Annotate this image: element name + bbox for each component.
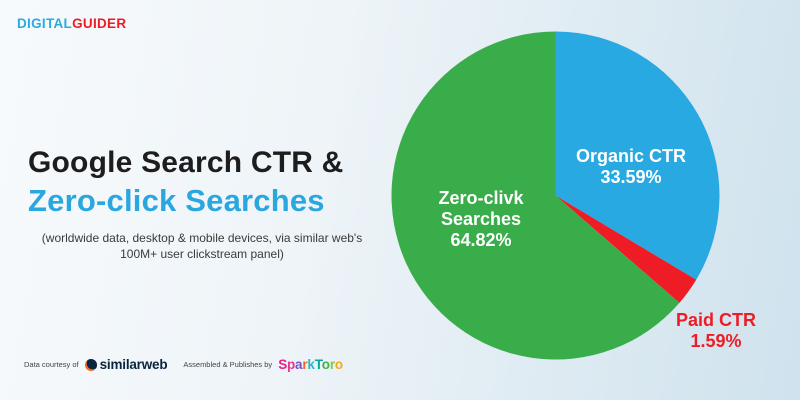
sparktoro-letter: a xyxy=(295,357,303,372)
logo-digital-text: DIGITAL xyxy=(17,16,73,31)
digitalguider-logo: DIGITALGUIDER xyxy=(17,16,126,31)
logo-guider-text: GUIDER xyxy=(72,16,127,31)
sparktoro-letter: p xyxy=(287,357,296,372)
pie-slice-paid-ctr xyxy=(555,195,697,303)
pie-slice-organic-ctr xyxy=(555,31,720,280)
page-title-line2: Zero-click Searches xyxy=(28,182,325,218)
sparktoro-letter: o xyxy=(334,357,343,372)
sparktoro-letter: r xyxy=(302,357,308,372)
sparktoro-letter: T xyxy=(314,357,322,372)
assembled-by-label: Assembled & Publishes by xyxy=(183,360,273,369)
similarweb-logo: similarweb xyxy=(84,357,168,372)
pie-label-organic-ctr: Organic CTR 33.59% xyxy=(575,146,686,187)
page-title-line1: Google Search CTR & xyxy=(28,146,344,179)
data-courtesy-label: Data courtesy of xyxy=(24,360,79,369)
similarweb-icon xyxy=(84,358,97,371)
sparktoro-letter: S xyxy=(278,357,287,372)
page-subtitle: (worldwide data, desktop & mobile device… xyxy=(41,230,363,261)
pie-label-paid-ctr: Paid CTR 1.59% xyxy=(675,310,756,351)
footer-credits: Data courtesy of similarweb Assembled & … xyxy=(24,357,343,372)
sparktoro-letter: r xyxy=(329,357,335,372)
pie-label-zero-click-searches: Zero-clivk Searches 64.82% xyxy=(438,188,524,250)
headline-block: Google Search CTR & Zero-click Searches … xyxy=(28,146,376,262)
pie-slice-zero-click-searches xyxy=(391,31,680,360)
pie-chart xyxy=(391,31,720,360)
sparktoro-logo: SparkToro xyxy=(278,357,343,372)
sparktoro-letter: o xyxy=(321,357,330,372)
similarweb-wordmark: similarweb xyxy=(99,357,168,372)
sparktoro-letter: k xyxy=(307,357,315,372)
